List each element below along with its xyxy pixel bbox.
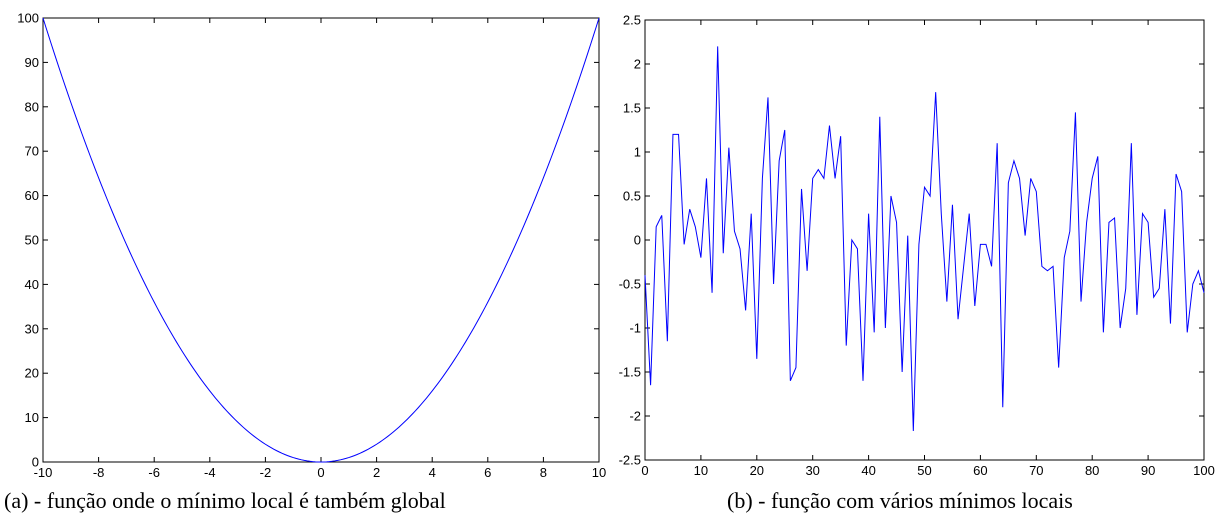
y-tick-label: -2.5 xyxy=(619,453,641,468)
x-tick-label: 50 xyxy=(917,463,931,478)
x-tick-label: -8 xyxy=(93,465,105,480)
x-tick-labels-a: -10 -8 -6 -4 -2 0 2 4 6 8 10 xyxy=(34,465,607,480)
y-tick-label: 90 xyxy=(25,55,39,70)
x-tick-label: -4 xyxy=(204,465,216,480)
x-tick-label: 8 xyxy=(540,465,547,480)
x-tick-label: 90 xyxy=(1141,463,1155,478)
series-line-b xyxy=(644,46,1205,431)
y-tick-label: 70 xyxy=(25,144,39,159)
y-tick-label: 1 xyxy=(634,145,641,160)
series-line-a xyxy=(42,17,600,463)
x-tick-label: -10 xyxy=(34,465,53,480)
x-tick-label: 0 xyxy=(317,465,324,480)
x-tick-label: 40 xyxy=(861,463,875,478)
y-tick-label: 10 xyxy=(25,410,39,425)
y-tick-label: 100 xyxy=(17,11,39,26)
y-tick-labels-b: -2.5 -2 -1.5 -1 -0.5 0 0.5 1 1.5 2 2.5 xyxy=(619,13,641,468)
x-tick-label: 100 xyxy=(1193,463,1215,478)
y-tick-label: -1 xyxy=(629,321,641,336)
axis-ticks-a xyxy=(42,17,600,463)
x-tick-label: 30 xyxy=(805,463,819,478)
x-tick-label: -6 xyxy=(148,465,160,480)
x-tick-label: 4 xyxy=(429,465,436,480)
y-tick-label: 0.5 xyxy=(623,189,641,204)
x-tick-label: 20 xyxy=(750,463,764,478)
y-tick-label: 20 xyxy=(25,366,39,381)
chart-panel-a: 0 10 20 30 40 50 60 70 80 90 100 -10 -8 -6 -4 -2 0 2 4 6 8 1… xyxy=(4,11,606,514)
caption-a: (a) - função onde o mínimo local é també… xyxy=(4,488,446,513)
y-tick-label: 30 xyxy=(25,321,39,336)
plot-area-a xyxy=(42,17,600,463)
y-tick-label: 50 xyxy=(25,233,39,248)
y-tick-labels-a: 0 10 20 30 40 50 60 70 80 90 100 xyxy=(17,11,39,470)
axis-ticks-b xyxy=(644,19,1205,461)
x-tick-label: -2 xyxy=(260,465,272,480)
y-tick-label: 0 xyxy=(32,455,39,470)
caption-b: (b) - função com vários mínimos locais xyxy=(727,488,1073,513)
y-tick-label: -1.5 xyxy=(619,365,641,380)
x-tick-label: 0 xyxy=(641,463,648,478)
x-tick-label: 10 xyxy=(592,465,606,480)
chart-panel-b: -2.5 -2 -1.5 -1 -0.5 0 0.5 1 1.5 2 2.5 0 10 20 30 40 50… xyxy=(619,13,1215,514)
x-tick-label: 10 xyxy=(694,463,708,478)
x-tick-label: 60 xyxy=(973,463,987,478)
x-tick-label: 70 xyxy=(1029,463,1043,478)
y-tick-label: 1.5 xyxy=(623,101,641,116)
y-tick-label: 2.5 xyxy=(623,13,641,28)
y-tick-label: -2 xyxy=(629,409,641,424)
y-tick-label: 40 xyxy=(25,277,39,292)
y-tick-label: 0 xyxy=(634,233,641,248)
plot-area-b xyxy=(644,19,1205,461)
y-tick-label: -0.5 xyxy=(619,277,641,292)
y-tick-label: 80 xyxy=(25,99,39,114)
x-tick-labels-b: 0 10 20 30 40 50 60 70 80 90 100 xyxy=(641,463,1214,478)
y-tick-label: 2 xyxy=(634,57,641,72)
y-tick-label: 60 xyxy=(25,188,39,203)
x-tick-label: 2 xyxy=(373,465,380,480)
x-tick-label: 6 xyxy=(484,465,491,480)
x-tick-label: 80 xyxy=(1085,463,1099,478)
